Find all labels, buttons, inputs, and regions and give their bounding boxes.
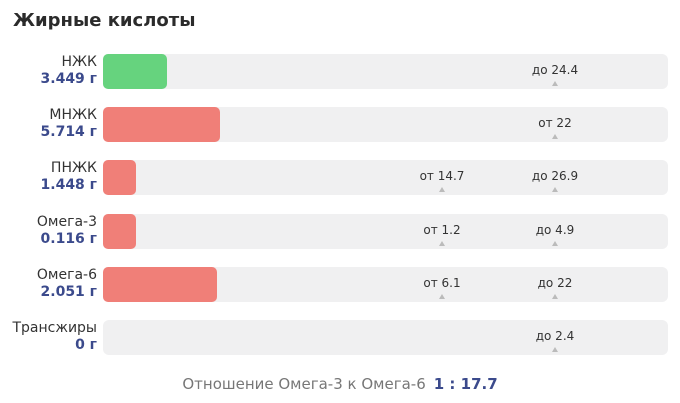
row-name: НЖК (61, 54, 97, 70)
row-value: 3.449 г (40, 71, 97, 87)
row-value: 0 г (75, 337, 97, 353)
norm-pointer (439, 293, 445, 299)
bar (103, 54, 167, 89)
norm-label: до 2.4 (535, 329, 575, 343)
row-name: Омега-3 (36, 213, 97, 230)
bar (103, 266, 217, 302)
norm-pointer (552, 81, 558, 86)
row-name: Омега-6 (36, 266, 97, 283)
row-value: 1.448 г (40, 177, 97, 194)
row-value: 5.714 г (40, 124, 97, 141)
track: от 14.7 до 26.9 (103, 160, 668, 196)
track: от 22 (103, 107, 668, 143)
norm-pointer (552, 240, 558, 246)
norm-pointer (552, 134, 558, 140)
bar (103, 160, 137, 196)
norm-pointer (552, 347, 558, 352)
panel-title: Жирные кислоты (13, 10, 196, 31)
track: от 1.2 до 4.9 (103, 213, 668, 249)
norm-label: от 14.7 (419, 169, 465, 184)
row-name: Трансжиры (12, 320, 97, 336)
norm-pointer (552, 293, 558, 299)
norm-pointer (439, 187, 445, 193)
norm-label: до 4.9 (535, 222, 575, 237)
norm-label: от 22 (538, 116, 572, 131)
norm-pointer (552, 187, 558, 193)
row-value: 2.051 г (40, 283, 97, 300)
norm-label: от 6.1 (423, 275, 461, 290)
row-value: 0.116 г (40, 230, 97, 247)
norm-label: от 1.2 (423, 222, 461, 237)
row-name: ПНЖК (50, 160, 97, 177)
bar (103, 213, 136, 249)
ratio: Отношение Омега-3 к Омега-6 1 : 17.7 (0, 375, 680, 393)
norm-pointer (439, 240, 445, 246)
norm-label: до 26.9 (531, 169, 579, 184)
norm-label: до 24.4 (531, 63, 579, 77)
track: до 24.4 (103, 54, 668, 89)
row-name: МНЖК (49, 107, 97, 124)
norm-label: до 22 (537, 275, 573, 290)
bar (103, 107, 221, 143)
track: до 2.4 (103, 320, 668, 355)
track: от 6.1 до 22 (103, 266, 668, 302)
ratio-label: Отношение Омега-3 к Омега-6 (182, 375, 426, 393)
ratio-value: 1 : 17.7 (433, 375, 498, 393)
